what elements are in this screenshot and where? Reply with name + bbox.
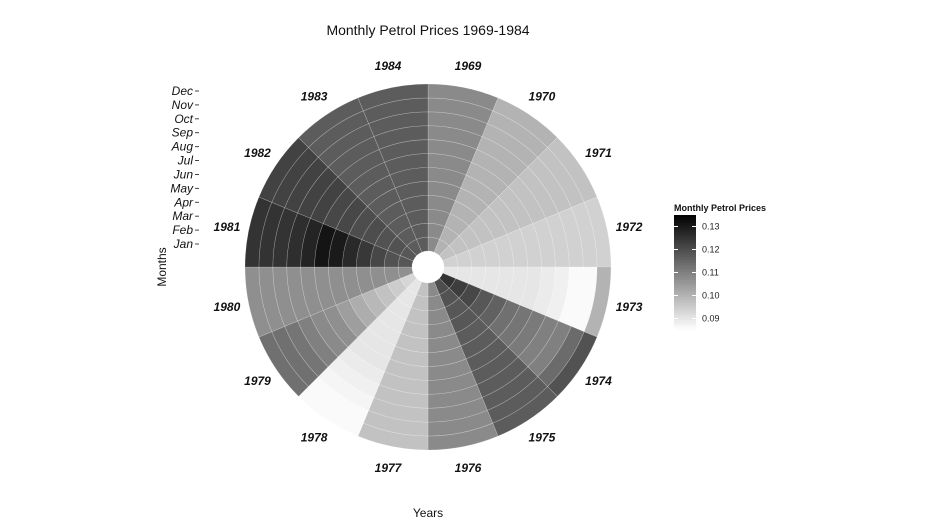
- legend-gradient-step: [674, 327, 696, 331]
- legend-gradient-step: [674, 260, 696, 263]
- legend-gradient-step: [674, 290, 696, 293]
- legend: Monthly Petrol Prices 0.13 0.12 0.11 0.10 0.…: [674, 203, 766, 331]
- legend-gradient-step: [674, 240, 696, 243]
- legend-gradient-step: [674, 215, 696, 218]
- legend-gradient-step: [674, 262, 696, 266]
- year-label-1977: 1977: [375, 461, 403, 475]
- year-label-1979: 1979: [244, 374, 271, 388]
- year-label-1982: 1982: [244, 146, 271, 160]
- legend-gradient-step: [674, 282, 696, 286]
- month-tick-label-Feb: Feb: [172, 223, 193, 237]
- month-tick-label-Apr: Apr: [173, 195, 194, 209]
- month-tick-label-Jun: Jun: [173, 168, 194, 182]
- year-label-1976: 1976: [455, 461, 482, 475]
- legend-gradient-step: [674, 250, 696, 253]
- heat-cell-1984-May: [394, 181, 429, 202]
- legend-gradient-step: [674, 252, 696, 256]
- month-tick-label-Sep: Sep: [172, 126, 194, 140]
- legend-gradient-step: [674, 235, 696, 238]
- legend-gradient-step: [674, 247, 696, 251]
- month-tick-label-Jan: Jan: [173, 237, 194, 251]
- year-label-1981: 1981: [214, 220, 241, 234]
- y-axis-title: Months: [155, 247, 169, 286]
- legend-gradient-step: [674, 220, 696, 223]
- legend-gradient-step: [674, 307, 696, 311]
- heat-cell-1976-May: [427, 332, 462, 353]
- heat-cell-1984-Dec: [357, 83, 429, 112]
- month-tick-label-May: May: [170, 181, 194, 195]
- legend-tick-label: 0.11: [702, 268, 719, 278]
- legend-gradient-step: [674, 265, 696, 268]
- legend-gradient-step: [674, 320, 696, 323]
- year-label-1975: 1975: [529, 431, 556, 445]
- legend-gradient-step: [674, 267, 696, 271]
- year-label-1973: 1973: [616, 300, 643, 314]
- legend-title: Monthly Petrol Prices: [674, 203, 766, 213]
- legend-gradient-step: [674, 322, 696, 326]
- legend-tick-label: 0.09: [702, 314, 720, 324]
- month-tick-label-Jul: Jul: [177, 154, 194, 168]
- legend-gradient-step: [674, 277, 696, 281]
- legend-tick-label: 0.13: [702, 222, 720, 232]
- legend-gradient-step: [674, 222, 696, 226]
- year-labels: 1969 1970 1971 1972 1973 1974 1975 1976 1977 1978…: [214, 59, 643, 475]
- center-hole: [412, 251, 444, 283]
- legend-gradient-step: [674, 302, 696, 306]
- legend-gradient-step: [674, 312, 696, 316]
- legend-gradient-step: [674, 292, 696, 296]
- month-tick-label-Dec: Dec: [172, 84, 193, 98]
- legend-tick-label: 0.10: [702, 291, 720, 301]
- legend-gradient-step: [674, 237, 696, 241]
- legend-gradient-step: [674, 232, 696, 236]
- month-tick-label-Aug: Aug: [171, 140, 194, 154]
- legend-gradient-step: [674, 305, 696, 308]
- month-tick-label-Mar: Mar: [172, 209, 194, 223]
- year-label-1974: 1974: [585, 374, 612, 388]
- legend-gradient-step: [674, 230, 696, 233]
- year-label-1983: 1983: [301, 90, 328, 104]
- year-label-1978: 1978: [301, 431, 328, 445]
- legend-gradient-step: [674, 255, 696, 258]
- x-axis-title: Years: [413, 506, 443, 520]
- legend-gradient-step: [674, 270, 696, 273]
- legend-gradient-step: [674, 297, 696, 301]
- legend-gradient-step: [674, 317, 696, 321]
- polar-heatmap: [244, 83, 612, 451]
- legend-gradient-step: [674, 225, 696, 228]
- year-label-1972: 1972: [616, 220, 643, 234]
- legend-gradient-step: [674, 257, 696, 261]
- legend-gradient-step: [674, 272, 696, 276]
- legend-gradient-step: [674, 275, 696, 278]
- legend-gradient-step: [674, 227, 696, 231]
- legend-gradient-step: [674, 245, 696, 248]
- legend-gradient-step: [674, 315, 696, 318]
- year-label-1980: 1980: [214, 300, 241, 314]
- legend-gradient-step: [674, 295, 696, 298]
- legend-gradient-step: [674, 300, 696, 303]
- legend-gradient-step: [674, 280, 696, 283]
- year-label-1969: 1969: [455, 59, 482, 73]
- legend-gradient-step: [674, 217, 696, 221]
- legend-gradient-step: [674, 285, 696, 288]
- legend-gradient-step: [674, 325, 696, 328]
- legend-gradient-step: [674, 242, 696, 246]
- chart-title: Monthly Petrol Prices 1969-1984: [326, 22, 529, 38]
- year-label-1970: 1970: [529, 90, 556, 104]
- month-tick-label-Nov: Nov: [172, 98, 194, 112]
- legend-gradient-step: [674, 310, 696, 313]
- month-tick-label-Oct: Oct: [174, 112, 193, 126]
- legend-tick-label: 0.12: [702, 245, 720, 255]
- year-label-1984: 1984: [375, 59, 402, 73]
- legend-gradient-step: [674, 287, 696, 291]
- heat-cell-1976-Jul: [427, 358, 472, 381]
- year-label-1971: 1971: [585, 146, 612, 160]
